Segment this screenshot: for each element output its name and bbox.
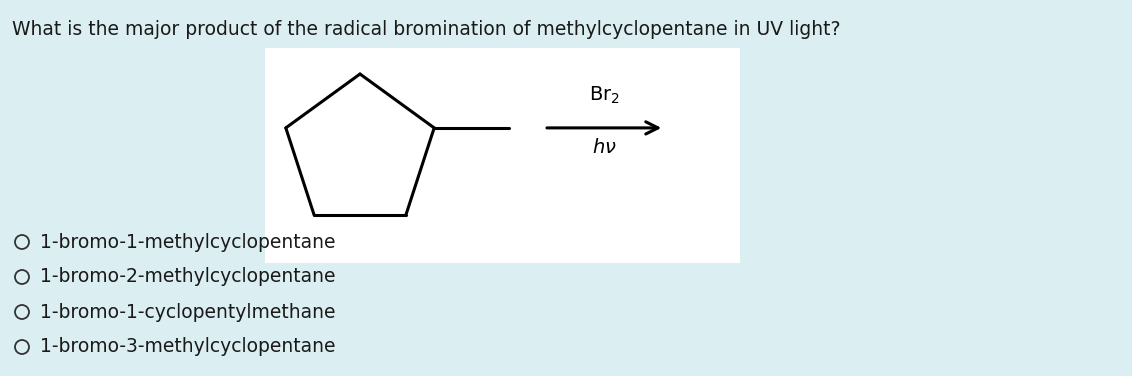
Text: Br$_2$: Br$_2$ — [589, 85, 619, 106]
Text: What is the major product of the radical bromination of methylcyclopentane in UV: What is the major product of the radical… — [12, 20, 840, 39]
Text: 1-bromo-1-methylcyclopentane: 1-bromo-1-methylcyclopentane — [40, 232, 335, 252]
Bar — [265, 48, 740, 263]
Text: 1-bromo-1-cyclopentylmethane: 1-bromo-1-cyclopentylmethane — [40, 303, 335, 321]
Text: 1-bromo-2-methylcyclopentane: 1-bromo-2-methylcyclopentane — [40, 267, 335, 287]
Text: 1-bromo-3-methylcyclopentane: 1-bromo-3-methylcyclopentane — [40, 338, 335, 356]
Text: $h\nu$: $h\nu$ — [592, 138, 617, 157]
